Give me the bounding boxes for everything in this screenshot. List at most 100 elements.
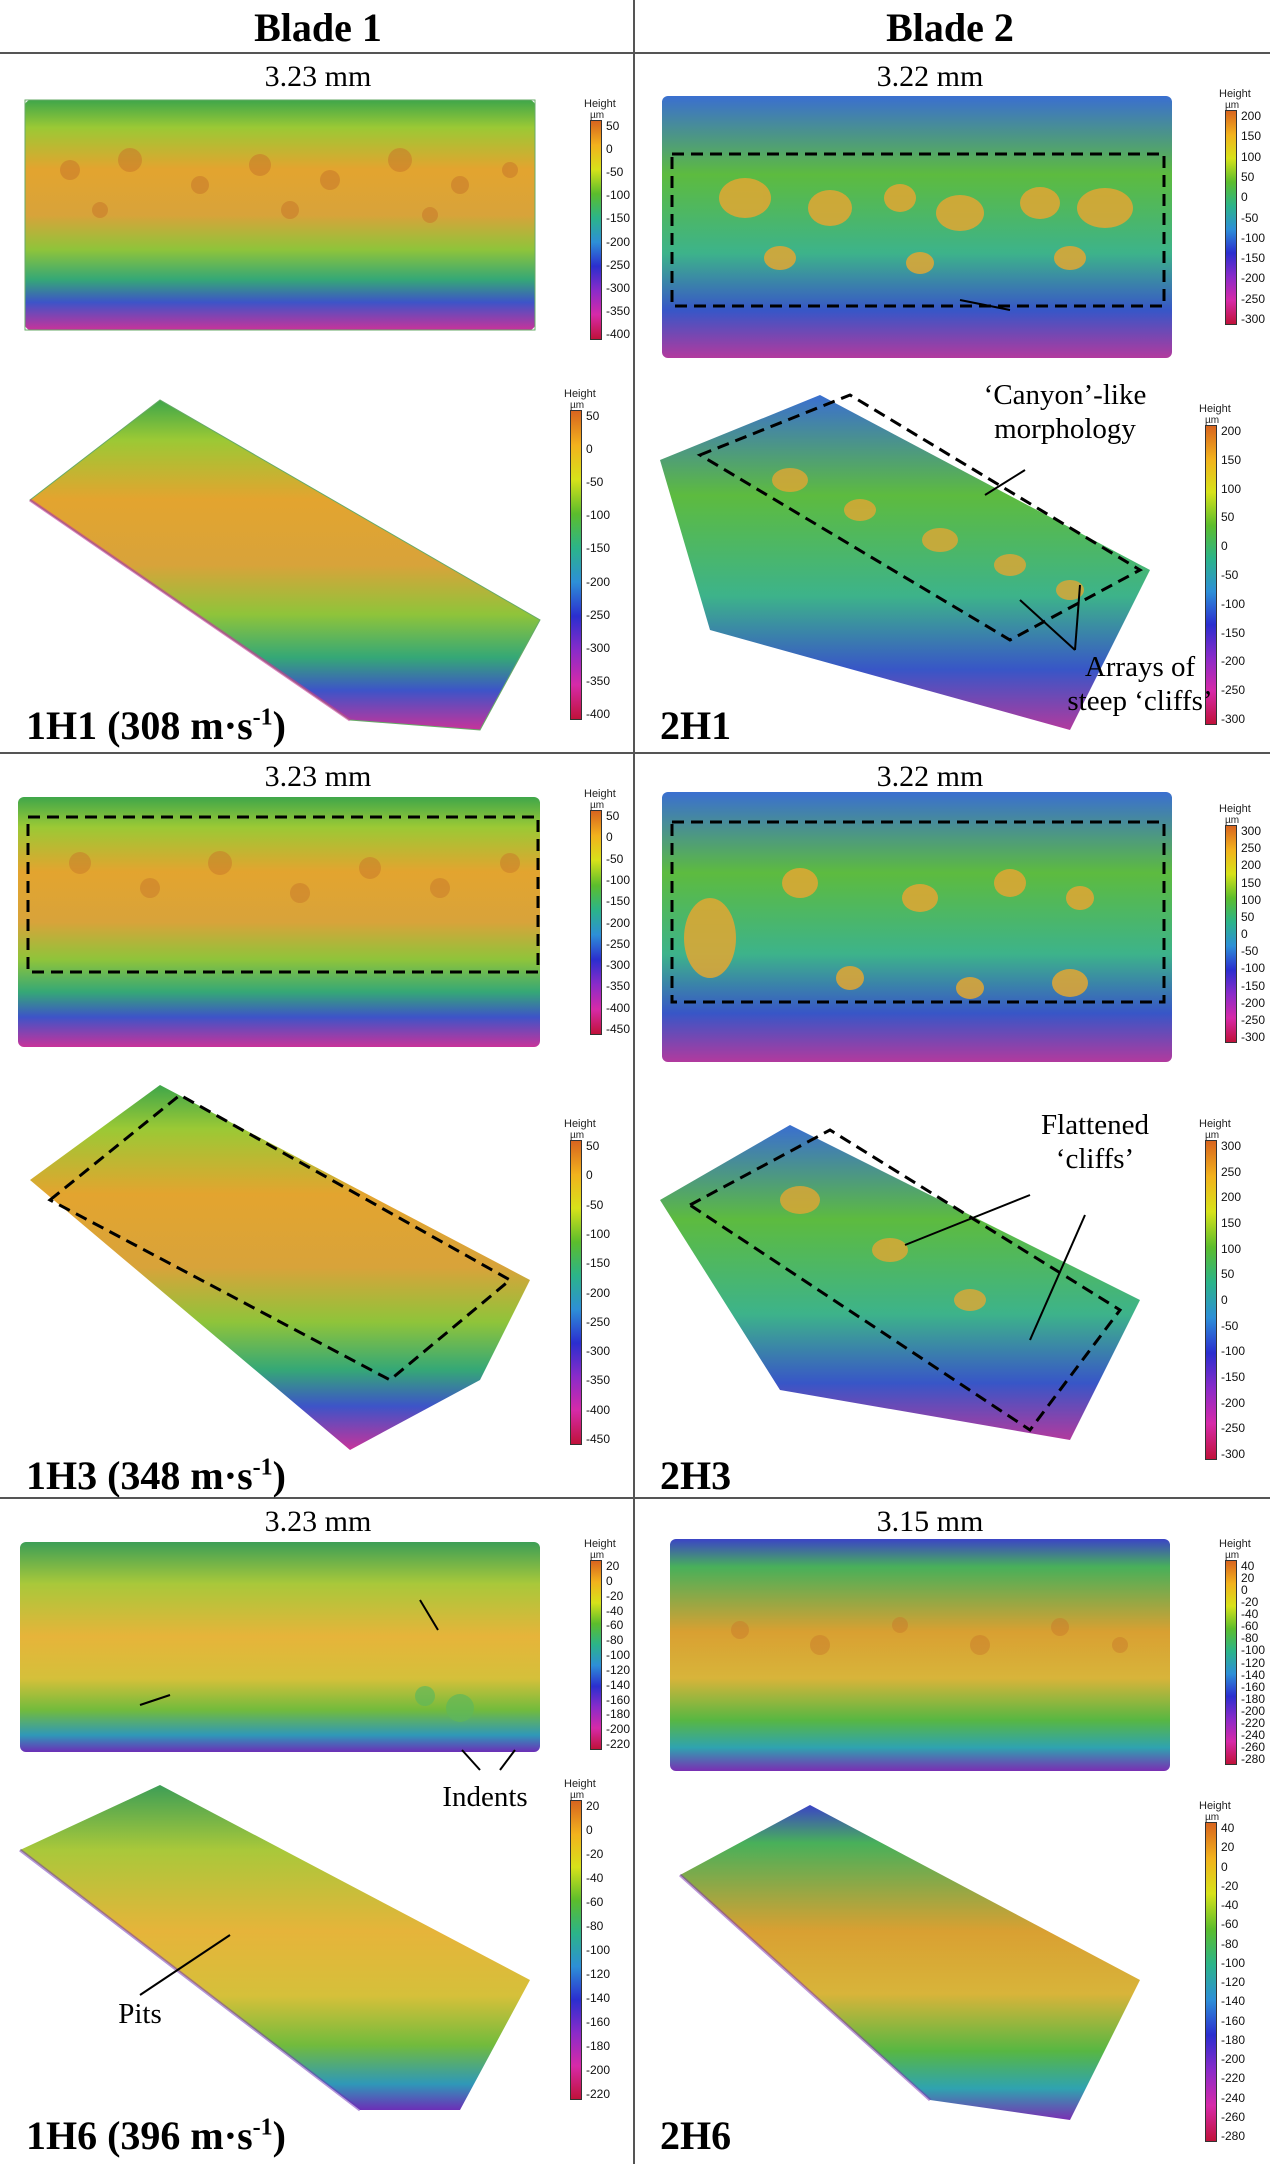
colorbar-tick-label: -80 [586, 1919, 604, 1933]
colorbar-tick-label: 200 [1221, 1190, 1242, 1205]
colorbar-tick-label: 20 [1221, 1840, 1235, 1855]
colorbar-tick-label: -60 [1221, 1917, 1239, 1932]
colorbar-tick-label: -160 [1241, 1679, 1266, 1694]
colorbar-tick-label: -450 [586, 1432, 611, 1446]
colorbar-tick-label: -100 [586, 508, 611, 523]
panel-label-1h6: 1H6 (396 m·s-1) [26, 2113, 286, 2158]
colorbar-tick-label: -250 [606, 936, 631, 951]
colorbar-2h3-top: Height µm 300 250 200 150 100 50 0 -50 -100 -150-… [1219, 803, 1266, 1044]
colorbar-tick-label: 150 [1221, 452, 1242, 467]
colorbar-tick-label: -120 [606, 1662, 631, 1677]
surface-image-2h3-top [662, 792, 1172, 1062]
divider-row1 [0, 752, 1270, 754]
annotation-canyon: ‘Canyon’-like morphology [983, 379, 1147, 445]
colorbar-tick-label: -280 [1221, 2129, 1246, 2143]
surface-image-1h3-3d [30, 1085, 530, 1450]
colorbar-tick-label: 0 [1221, 1293, 1228, 1307]
colorbar-tick-label: -150 [606, 894, 631, 909]
colorbar-tick-label: -50 [1221, 1318, 1239, 1333]
colorbar-tick-label: -100 [606, 1648, 631, 1662]
surface-image-2h1-top [662, 96, 1172, 358]
colorbar-tick-label: -50 [1241, 210, 1259, 225]
surface-image-1h1-top [24, 99, 536, 331]
colorbar-tick-label: -100 [606, 188, 631, 203]
colorbar-tick-label: -350 [606, 979, 631, 994]
colorbar-tick-label: -150 [606, 211, 631, 226]
divider-vertical [633, 0, 635, 2164]
colorbar-tick-label: 0 [606, 1573, 613, 1588]
colorbar-tick-label: -100 [1221, 1344, 1246, 1359]
annotation-flattened-cliffs: Flattened ‘cliffs’ [1041, 1109, 1149, 1175]
annotation-arrows-2h3 [904, 1194, 1086, 1341]
colorbar-tick-label: -20 [606, 1588, 624, 1603]
colorbar-tick-label: -300 [1221, 1447, 1246, 1461]
colorbar-tick-label: 50 [586, 409, 600, 423]
colorbar-tick-label: 50 [1241, 909, 1255, 924]
colorbar-tick-label: -150 [586, 1256, 611, 1271]
colorbar-tick-label: -300 [1221, 712, 1246, 726]
colorbar-tick-label: 0 [1221, 539, 1228, 554]
colorbar-tick-label: -50 [586, 475, 604, 490]
colorbar-2h1-top: Height µm 200 150 100 50 0 -50 -100 -150 -200 -25… [1219, 88, 1266, 326]
colorbar-tick-label: -80 [1241, 1631, 1259, 1646]
colorbar-tick-label: 50 [1221, 1267, 1235, 1282]
colorbar-tick-label: -250 [606, 257, 631, 272]
colorbar-tick-label: -300 [586, 1344, 611, 1359]
colorbar-tick-label: 0 [1221, 1859, 1228, 1874]
colorbar-tick-label: -200 [1241, 271, 1266, 286]
dimension-label-2h1: 3.22 mm [876, 60, 984, 93]
column-header-blade2: Blade 2 [886, 5, 1014, 50]
colorbar-tick-label: -150 [586, 541, 611, 556]
dimension-label-1h1: 3.23 mm [264, 60, 372, 93]
colorbar-tick-label: -250 [586, 607, 611, 622]
colorbar-tick-label: 0 [1241, 190, 1248, 205]
annotation-steep-cliffs: Arrays of steep ‘cliffs’ [1067, 651, 1213, 717]
colorbar-tick-label: 50 [1221, 510, 1235, 525]
colorbar-tick-label: -220 [606, 1737, 631, 1751]
colorbar-tick-label: -120 [586, 1967, 611, 1981]
colorbar-tick-label: -100 [1221, 1955, 1246, 1970]
colorbar-tick-label: -50 [606, 165, 624, 180]
colorbar-tick-label: 250 [1221, 1164, 1242, 1179]
colorbar-1h1-3d: Height µm 50 0 -50 -100 -150 -200 -250 -300 -350… [564, 388, 611, 721]
colorbar-tick-label: -60 [586, 1895, 604, 1909]
colorbar-tick-label: -400 [606, 1000, 631, 1015]
colorbar-1h1-top: Height µm 50 0 -50 -100 -150 -200 -250 -300 -350… [584, 98, 631, 341]
colorbar-tick-label: -100 [606, 872, 631, 887]
colorbar-tick-label: -50 [606, 851, 624, 866]
dimension-label-1h3: 3.23 mm [264, 760, 372, 793]
surface-image-2h1-3d [660, 393, 1150, 730]
colorbar-tick-label: -140 [1221, 1994, 1246, 2009]
colorbar-tick-label: 0 [586, 1168, 593, 1183]
colorbar-tick-label: -100 [1241, 1643, 1266, 1658]
colorbar-2h3-3d: Height µm 300 250 200 150 100 50 0 -50 -100 -150-… [1199, 1118, 1246, 1461]
colorbar-tick-label: -40 [586, 1871, 604, 1885]
colorbar-tick-label: -200 [606, 234, 631, 249]
colorbar-tick-label: -350 [586, 1373, 611, 1388]
colorbar-tick-label: -40 [606, 1603, 624, 1618]
colorbar-tick-label: 0 [586, 1823, 593, 1837]
surface-image-2h6-top [670, 1539, 1170, 1771]
colorbar-tick-label: -260 [1241, 1739, 1266, 1754]
colorbar-tick-label: -150 [1221, 625, 1246, 640]
panel-label-1h1: 1H1 (308 m·s-1) [26, 703, 286, 748]
surface-image-1h1-3d [29, 399, 541, 731]
colorbar-tick-label: -350 [606, 303, 631, 318]
colorbar-tick-label: -50 [1221, 568, 1239, 582]
colorbar-tick-label: -20 [1241, 1595, 1259, 1610]
colorbar-tick-label: 0 [1241, 1583, 1248, 1598]
dimension-label-2h6: 3.15 mm [876, 1505, 984, 1538]
colorbar-tick-label: -280 [1241, 1752, 1266, 1766]
colorbar-tick-label: -200 [1221, 1395, 1246, 1410]
colorbar-tick-label: -350 [586, 673, 611, 688]
colorbar-tick-label: 100 [1241, 149, 1262, 164]
colorbar-1h6-top: Height µm 20 0 -20 -40 -60 -80 -100 -120 -140 -16… [584, 1538, 631, 1751]
colorbar-tick-label: -150 [1221, 1370, 1246, 1384]
colorbar-tick-label: 200 [1241, 858, 1262, 873]
colorbar-tick-label: 300 [1241, 824, 1262, 838]
colorbar-tick-label: 20 [1241, 1571, 1255, 1586]
colorbar-tick-label: -40 [1241, 1607, 1259, 1622]
colorbar-tick-label: -80 [1221, 1936, 1239, 1951]
colorbar-tick-label: -400 [586, 707, 611, 721]
dimension-label-1h6: 3.23 mm [264, 1505, 372, 1538]
